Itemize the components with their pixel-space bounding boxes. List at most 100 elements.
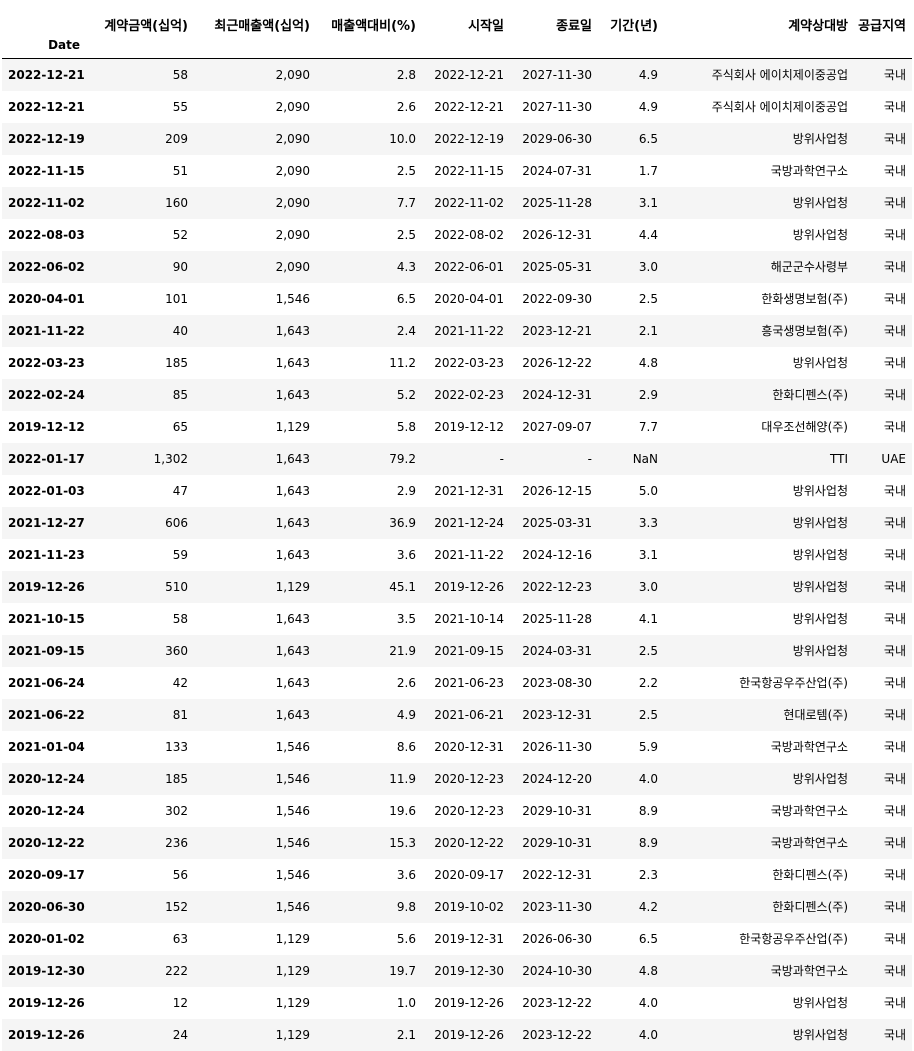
- table-cell: 160: [165, 195, 188, 210]
- table-cell: 국내: [883, 676, 906, 690]
- table-cell: 45.1: [389, 579, 416, 594]
- table-cell: 24: [172, 1027, 188, 1042]
- table-cell: 국내: [883, 1028, 906, 1042]
- table-cell: 101: [165, 291, 188, 306]
- table-row: 2022-11-02 160 2,090 7.7 2022-11-02 2025-11-2…: [2, 186, 912, 219]
- table-cell: 1.7: [638, 163, 658, 178]
- table-cell: 3.0: [638, 579, 658, 594]
- column-header: 계약금액(십억): [104, 19, 188, 34]
- table-cell: 2,090: [275, 259, 310, 274]
- table-cell: 4.2: [638, 899, 658, 914]
- table-header: 계약금액(십억) 최근매출액(십억) 매출액대비(%) 시작일 종료일 기간(년…: [2, 0, 912, 59]
- table-cell: 2022-08-02: [434, 227, 504, 242]
- table-cell: 510: [165, 579, 188, 594]
- row-index-date: 2022-08-03: [8, 227, 85, 242]
- table-row: 2022-06-02 90 2,090 4.3 2022-06-01 2025-05-31…: [2, 250, 912, 283]
- table-cell: 2022-06-01: [434, 259, 504, 274]
- table-cell: 185: [165, 355, 188, 370]
- table-cell: 1,129: [275, 931, 310, 946]
- table-cell: 2.6: [396, 99, 416, 114]
- table-cell: 2026-11-30: [522, 739, 592, 754]
- table-cell: 2023-12-21: [522, 323, 592, 338]
- table-cell: 국내: [883, 548, 906, 562]
- table-cell: 52: [172, 227, 188, 242]
- table-cell: 2027-11-30: [522, 99, 592, 114]
- table-cell: 국내: [883, 292, 906, 306]
- table-cell: 국내: [883, 740, 906, 754]
- table-cell: 133: [165, 739, 188, 754]
- table-cell: 2029-10-31: [522, 803, 592, 818]
- table-row: 2020-01-02 63 1,129 5.6 2019-12-31 2026-06-30…: [2, 923, 912, 955]
- table-cell: 2021-06-23: [434, 675, 504, 690]
- table-cell: 4.3: [396, 259, 416, 274]
- table-cell: 국내: [883, 132, 906, 146]
- table-cell: 2019-12-26: [434, 1027, 504, 1042]
- table-cell: 11.2: [389, 355, 416, 370]
- table-cell: 1,643: [275, 515, 310, 530]
- table-cell: 2022-09-30: [522, 291, 592, 306]
- table-cell: 2023-08-30: [522, 675, 592, 690]
- table-cell: 1,546: [275, 867, 310, 882]
- table-row: 2022-12-19 209 2,090 10.0 2022-12-19 2029-06-…: [2, 122, 912, 155]
- table-cell: 한화디펜스(주): [772, 868, 848, 882]
- table-cell: 국내: [883, 580, 906, 594]
- table-row: 2020-04-01 101 1,546 6.5 2020-04-01 2022-09-3…: [2, 283, 912, 315]
- table-cell: 2022-02-23: [434, 387, 504, 402]
- table-cell: 1,643: [275, 387, 310, 402]
- row-index-date: 2022-11-15: [8, 163, 85, 178]
- table-row: 2021-09-15 360 1,643 21.9 2021-09-15 2024-03-…: [2, 634, 912, 667]
- table-cell: 2019-12-30: [434, 963, 504, 978]
- column-header-row: 계약금액(십억) 최근매출액(십억) 매출액대비(%) 시작일 종료일 기간(년…: [2, 0, 912, 38]
- table-cell: 2022-12-21: [434, 67, 504, 82]
- table-cell: 2021-12-31: [434, 483, 504, 498]
- table-cell: 1,546: [275, 835, 310, 850]
- table-cell: 4.8: [638, 355, 658, 370]
- table-cell: 2019-12-31: [434, 931, 504, 946]
- table-cell: 1,302: [153, 451, 188, 466]
- table-cell: 4.9: [396, 707, 416, 722]
- table-row: 2020-12-22 236 1,546 15.3 2020-12-22 2029-10-…: [2, 826, 912, 859]
- table-row: 2021-06-24 42 1,643 2.6 2021-06-23 2023-08-30…: [2, 667, 912, 699]
- table-cell: 국내: [883, 100, 906, 114]
- table-cell: 7.7: [638, 419, 658, 434]
- table-cell: 360: [165, 643, 188, 658]
- table-cell: 국내: [883, 708, 906, 722]
- table-cell: 10.0: [389, 131, 416, 146]
- table-cell: 4.0: [638, 1027, 658, 1042]
- table-cell: 국방과학연구소: [770, 164, 848, 178]
- table-cell: 302: [165, 803, 188, 818]
- table-row: 2022-12-21 58 2,090 2.8 2022-12-21 2027-11-30…: [2, 58, 912, 91]
- table-cell: 2019-12-26: [434, 579, 504, 594]
- table-cell: 2.5: [638, 707, 658, 722]
- table-cell: 3.1: [638, 195, 658, 210]
- row-index-date: 2022-03-23: [8, 355, 85, 370]
- table-cell: 국내: [883, 260, 906, 274]
- table-cell: 58: [172, 67, 188, 82]
- table-cell: 2,090: [275, 195, 310, 210]
- table-cell: 2026-12-31: [522, 227, 592, 242]
- table-cell: 2.5: [396, 227, 416, 242]
- table-cell: 4.9: [638, 99, 658, 114]
- row-index-date: 2022-06-02: [8, 259, 85, 274]
- table-row: 2022-11-15 51 2,090 2.5 2022-11-15 2024-07-31…: [2, 155, 912, 187]
- table-cell: 국방과학연구소: [770, 804, 848, 818]
- table-cell: TTI: [830, 451, 848, 466]
- table-cell: 1,546: [275, 899, 310, 914]
- table-cell: 11.9: [389, 771, 416, 786]
- table-cell: 2020-12-23: [434, 771, 504, 786]
- table-cell: 2020-12-23: [434, 803, 504, 818]
- table-cell: 5.6: [396, 931, 416, 946]
- table-cell: 1,643: [275, 355, 310, 370]
- column-header: 매출액대비(%): [331, 19, 416, 34]
- table-cell: 3.6: [396, 867, 416, 882]
- table-cell: 56: [172, 867, 188, 882]
- row-index-date: 2021-01-04: [8, 739, 85, 754]
- row-index-date: 2019-12-26: [8, 995, 85, 1010]
- table-row: 2021-11-22 40 1,643 2.4 2021-11-22 2023-12-21…: [2, 314, 912, 347]
- table-cell: 2.6: [396, 675, 416, 690]
- table-cell: 2021-10-14: [434, 611, 504, 626]
- row-index-date: 2019-12-12: [8, 419, 85, 434]
- table-cell: 2019-12-26: [434, 995, 504, 1010]
- table-cell: 국내: [883, 196, 906, 210]
- table-cell: 1,643: [275, 451, 310, 466]
